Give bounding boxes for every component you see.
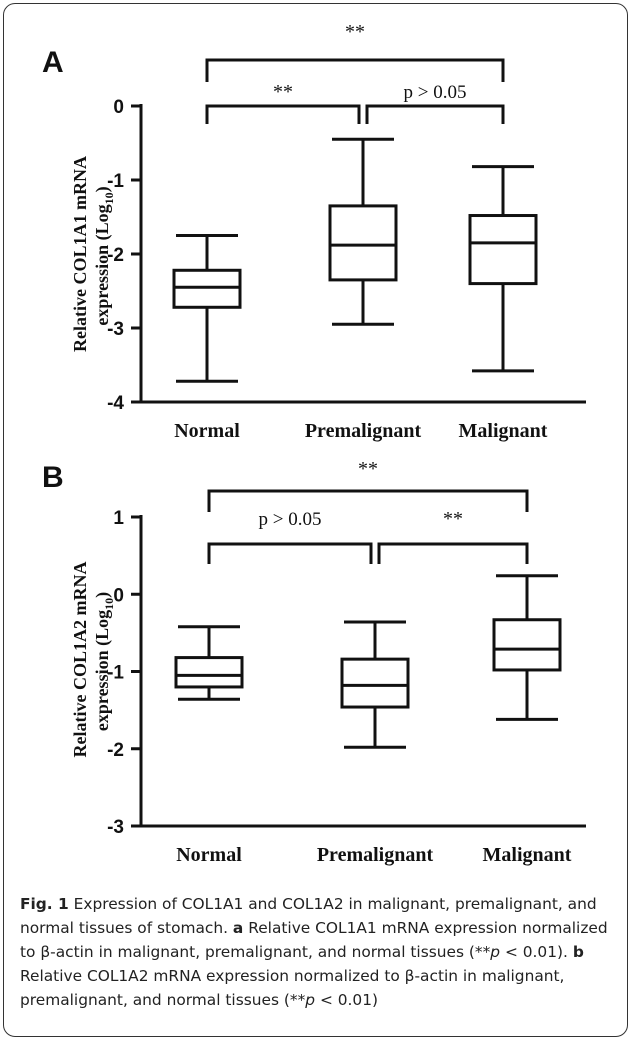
panel-b-ylabel-line1: Relative COL1A2 mRNA: [70, 562, 90, 758]
panel-a-ylabel-close: ): [92, 186, 113, 192]
panel-b-x-tick-label: Normal: [176, 844, 242, 866]
caption-fig-label: Fig. 1: [20, 895, 69, 913]
panel-b-bracket-label: **: [358, 458, 378, 480]
panel-b-label: B: [42, 461, 64, 494]
caption-a-tail: < 0.01).: [500, 943, 573, 961]
panel-a-bracket-label: **: [273, 81, 293, 103]
panel-b-box: [340, 657, 410, 709]
panel-b-x-tick-label: Premalignant: [317, 844, 434, 866]
figure-caption: Fig. 1 Expression of COL1A1 and COL1A2 i…: [20, 892, 620, 1012]
panel-b-bracket-label: **: [443, 508, 463, 530]
panel-a-x-tick-label: Malignant: [459, 420, 548, 442]
panel-a-box: [468, 214, 538, 286]
caption-a-text: Relative COL1A1 mRNA expression normaliz…: [20, 919, 608, 961]
panel-b-y-tick-label: -1: [107, 663, 124, 684]
panel-a-x-tick-label: Normal: [174, 420, 240, 442]
caption-b-p: p: [305, 991, 316, 1009]
panel-a-bracket: [205, 58, 505, 82]
panel-a-x-tick-label: Premalignant: [305, 420, 422, 442]
panel-a-bracket-label: p > 0.05: [404, 82, 467, 103]
panel-a-y-tick-label: -1: [107, 171, 124, 192]
caption-title: Expression of COL1A1 and COL1A2 in malig…: [20, 895, 597, 937]
panel-b-bracket: [377, 542, 529, 564]
panel-b-bracket: [207, 489, 529, 512]
panel-b-ylabel-subscript: 10: [102, 598, 116, 610]
panel-a-ylabel-line1: Relative COL1A1 mRNA: [70, 156, 90, 352]
panel-b-x-tick-label: Malignant: [483, 844, 572, 866]
panel-a-y-tick-label: -4: [107, 393, 124, 414]
panel-a-label: A: [42, 46, 64, 79]
caption-b-tail: < 0.01): [315, 991, 379, 1009]
panel-a-ylabel-line2: expression (Log10): [92, 186, 116, 325]
panel-b-ylabel-close: ): [92, 592, 113, 598]
panel-b-y-tick-label: 0: [113, 585, 124, 606]
panel-a-bracket: [365, 104, 505, 124]
panel-b-box: [492, 618, 562, 672]
caption-a-p: p: [490, 943, 501, 961]
panel-a-ylabel-subscript: 10: [102, 192, 116, 204]
panel-a-box: [328, 204, 398, 282]
panel-a-y-tick-label: 0: [113, 97, 124, 118]
caption-a-label: a: [232, 919, 244, 937]
caption-b-text: Relative COL1A2 mRNA expression normaliz…: [20, 967, 565, 1009]
panel-b-ylabel-text: expression (Log: [92, 610, 113, 731]
panel-a-y-tick-label: -2: [107, 245, 124, 266]
panel-a-bracket-label: **: [345, 21, 365, 43]
panel-a-ylabel-text: expression (Log: [92, 204, 113, 325]
panel-b-y-tick-label: -3: [107, 817, 124, 838]
caption-b-label: b: [572, 943, 584, 961]
panel-b-ylabel-line2: expression (Log10): [92, 592, 116, 731]
panel-b-bracket-label: p > 0.05: [259, 509, 322, 530]
panel-b-y-tick-label: -2: [107, 740, 124, 761]
figure-frame: [3, 3, 628, 1037]
panel-b-y-tick-label: 1: [113, 508, 124, 529]
panel-b-box: [174, 656, 244, 689]
panel-a-y-tick-label: -3: [107, 319, 124, 340]
panel-a-bracket: [205, 104, 361, 124]
panel-b-bracket: [207, 542, 373, 564]
